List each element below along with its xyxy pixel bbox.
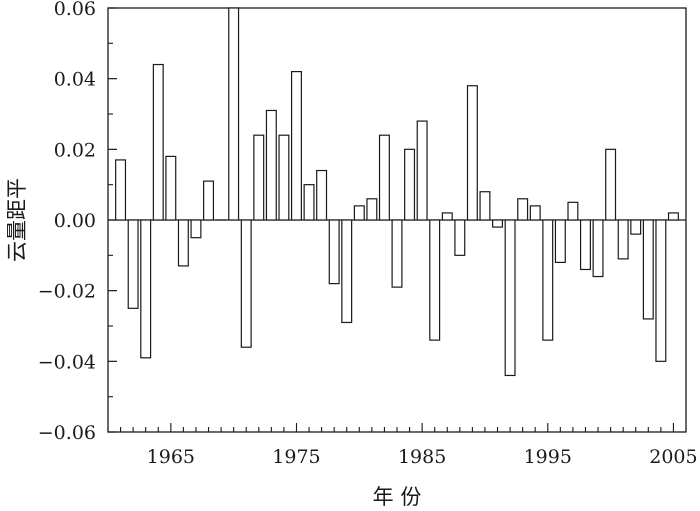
y-tick-label: −0.04 [38,351,96,373]
y-tick-label: −0.06 [38,422,96,444]
bar-1961 [115,159,127,221]
bar-1989 [466,85,478,221]
bar-2001 [617,219,629,260]
bar-1992 [504,219,516,377]
bar-1978 [328,219,340,285]
bar-1977 [316,169,328,221]
bar-1979 [341,219,353,324]
bar-1991 [492,219,504,228]
x-tick-label: 1995 [524,446,572,468]
bar-1982 [378,134,390,221]
bar-1973 [265,109,277,221]
bar-2000 [605,148,617,221]
bar-1999 [592,219,604,278]
x-tick-label: 2005 [649,446,697,468]
bar-1975 [290,70,302,221]
y-tick-label: 0.00 [54,210,96,232]
bar-1995 [542,219,554,341]
y-tick-label: 0.06 [54,0,96,20]
bar-2002 [630,219,642,235]
bar-1976 [303,184,315,221]
x-axis: 1965 1975 1985 1995 2005 [107,423,698,468]
bar-1983 [391,219,403,288]
y-tick-label: 0.02 [54,139,96,161]
bar-1970 [228,7,240,221]
bar-1967 [190,219,202,239]
bar-1968 [203,180,215,221]
bar-2004 [655,219,667,362]
x-tick-label: 1965 [147,446,195,468]
bar-1981 [366,198,378,221]
bar-1964 [152,63,164,221]
y-axis: 0.06 0.04 0.02 0.00 −0.02 −0.04 −0.06 [38,0,117,444]
bar-1963 [140,219,152,359]
bar-1997 [567,201,579,221]
bar-1993 [517,198,529,221]
bar-1990 [479,191,491,221]
bar-2005 [667,212,679,221]
bar-2003 [642,219,654,320]
bar-1980 [353,205,365,221]
bar-1985 [416,120,428,221]
bar-1987 [441,212,453,221]
bar-1986 [429,219,441,341]
x-axis-title: 年 份 [373,485,422,509]
bar-1966 [177,219,189,267]
y-tick-label: −0.02 [38,281,96,303]
y-axis-title: 云量距平 [5,178,29,262]
x-tick-label: 1975 [272,446,320,468]
bar-1972 [253,134,265,221]
y-tick-label: 0.04 [54,69,96,91]
x-tick-label: 1985 [398,446,446,468]
bar-1996 [554,219,566,264]
bar-1974 [278,134,290,221]
bars [115,7,679,377]
bar-1984 [404,148,416,221]
bar-1962 [127,219,139,309]
bar-1971 [240,219,252,348]
bar-1994 [529,205,541,221]
bar-1965 [165,155,177,221]
bar-1998 [579,219,591,271]
bar-1988 [454,219,466,256]
